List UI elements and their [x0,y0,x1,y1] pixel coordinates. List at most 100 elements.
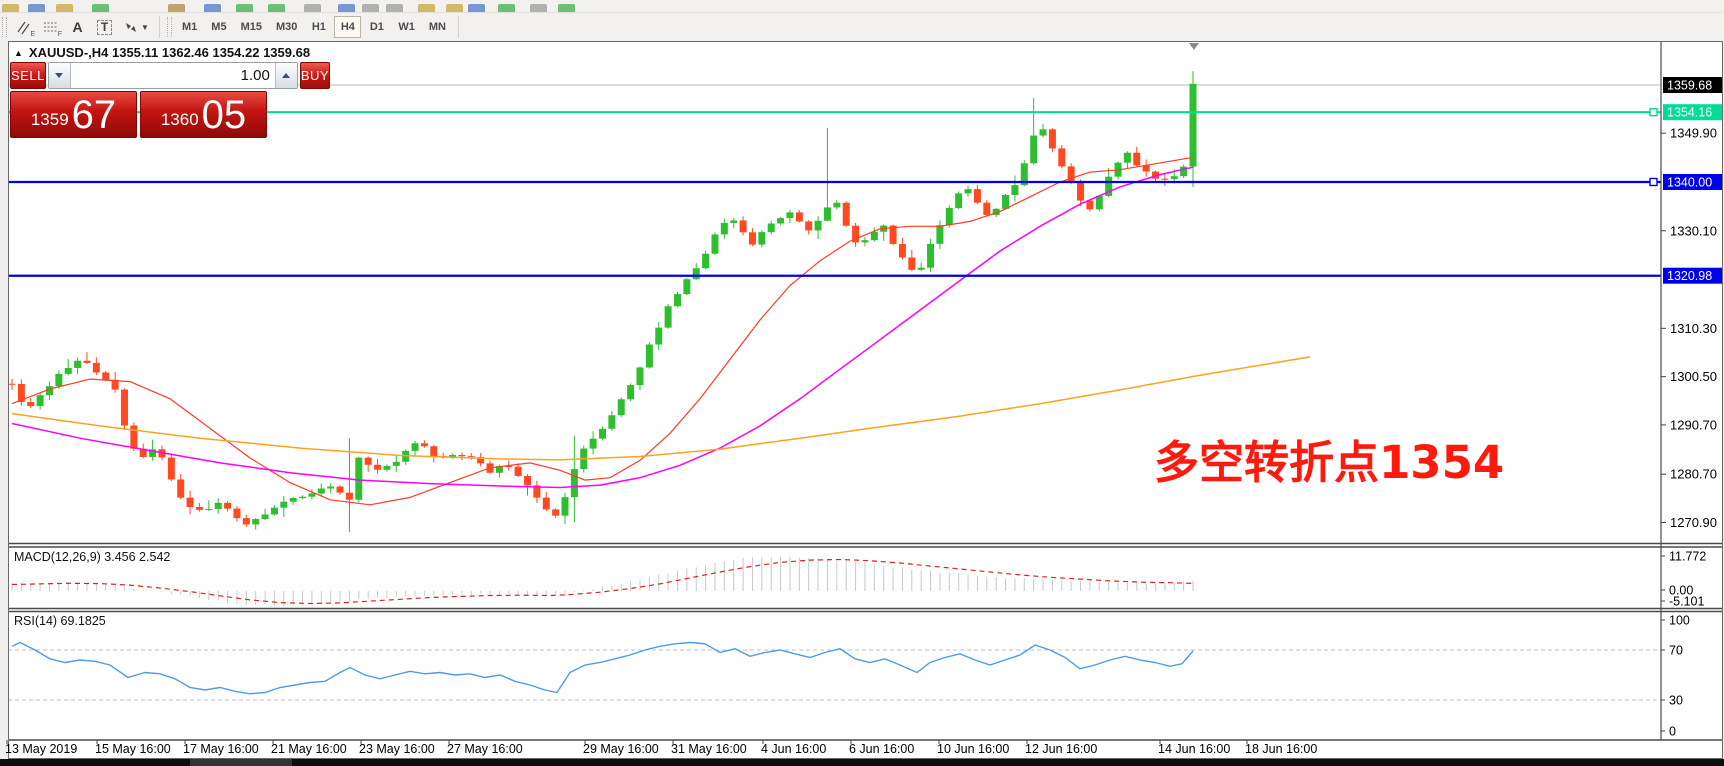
timeframe-button-m30[interactable]: M30 [275,21,298,33]
price-badge [1663,173,1722,190]
rsi-tick-label: 0 [1669,725,1676,739]
candle-body [186,497,194,507]
candle-body [992,208,1000,215]
text-icon: A [72,19,83,35]
candle-body [270,507,278,515]
toolbar-icon-stub[interactable] [530,4,547,12]
buy-price-button[interactable]: 1360 05 [140,91,267,138]
candle-body [1077,182,1085,201]
timeframe-button-d1[interactable]: D1 [369,21,384,33]
candle-body [55,373,63,387]
candle-body [261,514,269,520]
timeframe-button-m5[interactable]: M5 [211,21,227,33]
toolbar-icon-stub[interactable] [386,4,403,12]
candle-body [92,362,100,373]
toolbar-icon-stub[interactable] [2,4,19,12]
candle-body [1170,176,1178,180]
candle-body [542,497,550,510]
triangle-up-icon [282,73,291,78]
date-tick-label[interactable]: 18 Jun 16:00 [1245,742,1317,756]
timeframe-button-w1[interactable]: W1 [398,21,415,33]
toolbar-icon-stub[interactable] [56,4,73,12]
equidistant-channel-tool-button[interactable]: E [10,15,37,39]
toolbar-icon-stub[interactable] [498,4,515,12]
candle-body [645,344,653,368]
price-tick-label: 1330.10 [1670,223,1717,238]
date-tick-label[interactable]: 6 Jun 16:00 [849,742,914,756]
date-tick-label[interactable]: 14 Jun 16:00 [1158,742,1230,756]
candle-body [449,454,457,458]
candle-body [27,402,35,407]
toolbar-icon-stub[interactable] [204,4,221,12]
candle-body [842,202,850,226]
volume-decrease-button[interactable] [48,63,71,88]
triangle-down-icon [55,73,64,78]
candle-body [308,493,316,497]
date-tick-label[interactable]: 13 May 2019 [5,742,77,756]
date-tick-label[interactable]: 31 May 16:00 [671,742,747,756]
candle-body [1067,166,1075,183]
timeframe-grip[interactable] [167,17,172,37]
ma-slow-orange-line [11,356,1311,461]
toolbar-icon-stub[interactable] [304,4,321,12]
toolbar-icon-stub[interactable] [418,4,435,12]
hline-handle[interactable] [1649,108,1658,117]
price-tick-label: 1280.70 [1670,467,1717,482]
candle-body [617,399,625,416]
macd-label: MACD(12,26,9) 3.456 2.542 [14,550,171,564]
fibonacci-tool-button[interactable]: F [37,15,64,39]
timeframe-group: M1 M5 M15 M30 H1 H4 D1 W1 MN [175,16,453,38]
candle-body [280,501,288,508]
timeframe-button-m1[interactable]: M1 [182,21,198,33]
toolbar-icon-stub[interactable] [558,4,575,12]
candle-body [561,497,569,516]
date-tick-label[interactable]: 23 May 16:00 [359,742,435,756]
toolbar-grip[interactable] [2,17,7,37]
text-tool-button[interactable]: A [64,15,91,39]
sell-button[interactable]: SELL [10,62,46,89]
volume-increase-button[interactable] [274,63,297,88]
candle-body [627,385,635,400]
text-label-tool-button[interactable]: T [91,15,118,39]
arrows-tool-button[interactable]: ▼ [118,15,154,39]
one-click-trading-panel: SELL BUY 1359 67 1360 05 [10,62,331,138]
toolbar-icon-stub[interactable] [362,4,379,12]
date-tick-label[interactable]: 15 May 16:00 [95,742,171,756]
toolbar-icon-stub[interactable] [236,4,253,12]
toolbar-icon-stub[interactable] [168,4,185,12]
timeframe-button-h1[interactable]: H1 [311,21,326,33]
candle-body [36,395,44,407]
date-tick-label[interactable]: 27 May 16:00 [447,742,523,756]
timeframe-button-mn[interactable]: MN [428,21,446,33]
toolbar-icon-stub[interactable] [338,4,355,12]
date-tick-label[interactable]: 4 Jun 16:00 [761,742,826,756]
candle-body [411,443,419,451]
hline-handle[interactable] [1649,177,1658,187]
date-tick-label[interactable]: 21 May 16:00 [271,742,347,756]
toolbar-row-main: E F A T ▼ M1 M5 M15 M30 H1 H4 D1 W1 MN [0,13,1724,41]
candle-body [242,518,250,525]
toolbar-icon-stub[interactable] [268,4,285,12]
date-tick-label[interactable]: 12 Jun 16:00 [1025,742,1097,756]
candle-body [786,212,794,219]
volume-input[interactable] [70,63,275,88]
candle-body [205,508,213,510]
sell-price-button[interactable]: 1359 67 [10,91,137,138]
sell-price-big: 67 [71,93,117,137]
date-tick-label[interactable]: 29 May 16:00 [583,742,659,756]
candle-body [636,367,644,386]
chart-title: ▲ XAUUSD-,H4 1355.11 1362.46 1354.22 1359… [14,45,310,60]
toolbar-icon-stub[interactable] [468,4,485,12]
rsi-line [11,641,1194,695]
toolbar-icon-stub[interactable] [446,4,463,12]
date-tick-label[interactable]: 17 May 16:00 [183,742,259,756]
toolbar-icon-stub[interactable] [92,4,109,12]
price-tick-label: 1300.50 [1670,369,1717,384]
buy-button[interactable]: BUY [299,62,331,89]
date-tick-label[interactable]: 10 Jun 16:00 [937,742,1009,756]
chevron-down-icon: ▼ [141,22,149,32]
toolbar-icon-stub[interactable] [28,4,45,12]
timeframe-button-h4[interactable]: H4 [334,16,362,38]
timeframe-button-m15[interactable]: M15 [240,21,262,33]
